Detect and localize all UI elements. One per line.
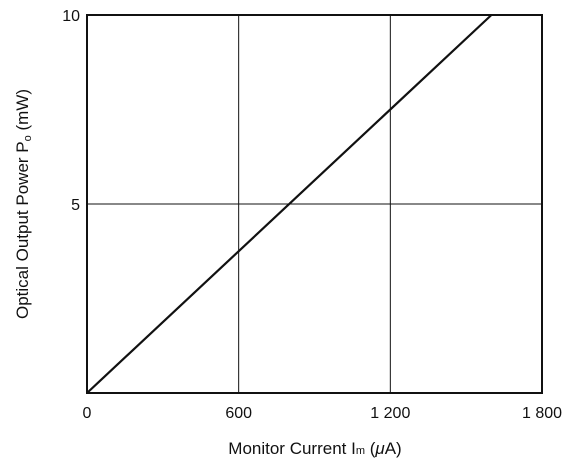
x-axis-title-subscript: m xyxy=(356,445,365,457)
x-axis-title-prefix: Monitor Current I xyxy=(228,439,356,458)
plot-frame xyxy=(86,14,543,394)
x-tick-label-3: 1 800 xyxy=(522,405,562,422)
x-tick-labels: 0 600 1 200 1 800 xyxy=(83,405,563,422)
series-layer xyxy=(86,14,493,394)
x-axis-title-unit-close: A) xyxy=(385,439,402,458)
x-axis-title-unit-greek: μ xyxy=(374,439,385,458)
y-axis-title-subscript: o xyxy=(22,135,34,141)
y-axis-title-unit: (mW) xyxy=(13,89,32,135)
x-tick-label-1: 600 xyxy=(225,405,252,422)
y-axis-title-prefix: Optical Output Power P xyxy=(13,141,32,319)
x-tick-label-2: 1 200 xyxy=(370,405,410,422)
y-axis-title: Optical Output Power Po (mW) xyxy=(13,89,34,319)
y-tick-labels: 5 10 xyxy=(62,8,80,214)
x-tick-label-0: 0 xyxy=(83,405,92,422)
x-axis-title-unit-open: ( xyxy=(365,439,376,458)
y-tick-label-0: 5 xyxy=(71,197,80,214)
y-tick-label-1: 10 xyxy=(62,8,80,25)
grid-lines xyxy=(87,15,542,393)
x-axis-title: Monitor Current Im (μA) xyxy=(228,439,401,458)
series-line-0 xyxy=(86,14,493,394)
